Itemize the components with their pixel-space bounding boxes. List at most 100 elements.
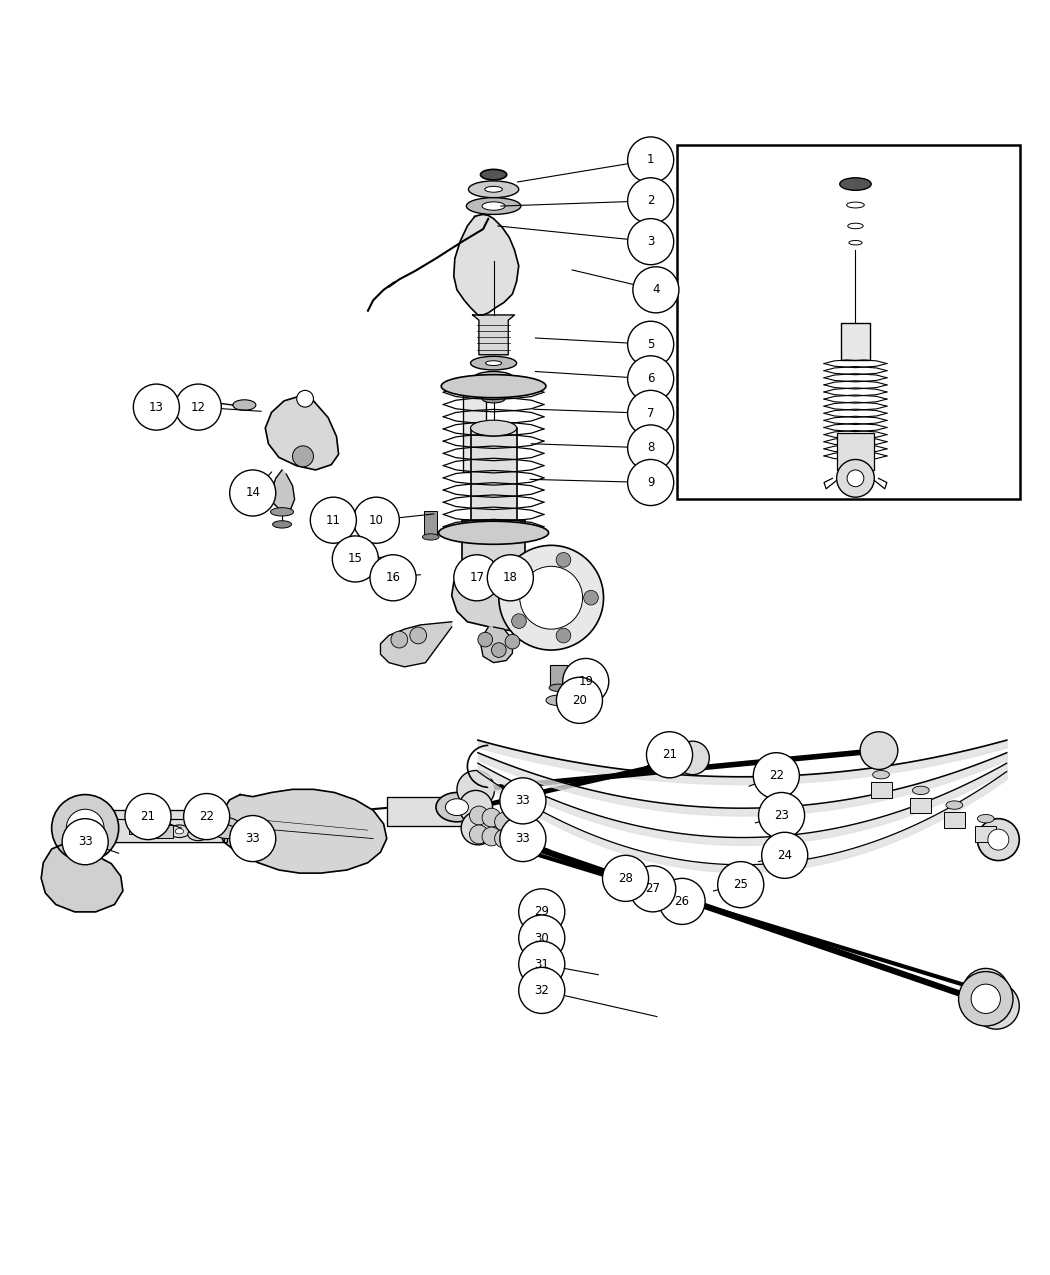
Bar	[550, 664, 567, 687]
Ellipse shape	[487, 388, 500, 391]
Text: 16: 16	[385, 571, 400, 584]
Circle shape	[676, 741, 710, 775]
Ellipse shape	[837, 236, 875, 249]
Circle shape	[556, 677, 603, 723]
Ellipse shape	[470, 356, 517, 370]
Bar	[462, 520, 525, 572]
Circle shape	[628, 136, 674, 184]
Circle shape	[971, 984, 1001, 1014]
Circle shape	[963, 969, 1009, 1015]
Circle shape	[556, 552, 571, 567]
Polygon shape	[380, 622, 452, 667]
Circle shape	[230, 470, 276, 516]
Circle shape	[633, 266, 679, 312]
Circle shape	[507, 819, 526, 838]
Bar	[463, 382, 486, 472]
Text: 7: 7	[647, 407, 654, 419]
Ellipse shape	[546, 695, 571, 705]
Text: 31: 31	[534, 958, 549, 970]
Circle shape	[753, 752, 799, 798]
Text: 8: 8	[647, 441, 654, 454]
Ellipse shape	[848, 241, 862, 245]
Circle shape	[761, 833, 807, 878]
Circle shape	[51, 794, 119, 862]
Circle shape	[461, 811, 495, 845]
Circle shape	[66, 810, 104, 847]
Circle shape	[628, 177, 674, 224]
Ellipse shape	[840, 177, 871, 190]
Text: 21: 21	[662, 748, 677, 761]
Circle shape	[457, 770, 495, 808]
Bar	[944, 812, 965, 827]
Circle shape	[860, 732, 898, 769]
Circle shape	[511, 613, 526, 629]
Ellipse shape	[486, 376, 501, 380]
Ellipse shape	[470, 421, 517, 436]
Polygon shape	[452, 562, 580, 632]
Circle shape	[988, 829, 1009, 850]
Text: 6: 6	[647, 372, 654, 385]
Ellipse shape	[912, 787, 929, 794]
Ellipse shape	[271, 507, 294, 516]
Bar	[841, 324, 870, 360]
Ellipse shape	[831, 196, 881, 213]
Circle shape	[628, 459, 674, 506]
Circle shape	[184, 793, 230, 840]
Circle shape	[584, 590, 598, 606]
Circle shape	[628, 356, 674, 402]
Ellipse shape	[485, 186, 502, 193]
Text: 12: 12	[191, 400, 206, 413]
Ellipse shape	[202, 399, 216, 407]
Circle shape	[628, 321, 674, 367]
Text: 14: 14	[246, 487, 260, 500]
Ellipse shape	[466, 198, 521, 214]
Bar	[424, 511, 437, 537]
Circle shape	[293, 446, 314, 467]
Ellipse shape	[422, 534, 439, 541]
Circle shape	[563, 658, 609, 705]
Text: 9: 9	[647, 476, 654, 490]
Polygon shape	[481, 627, 512, 663]
Circle shape	[495, 829, 513, 848]
Text: 32: 32	[534, 984, 549, 997]
Circle shape	[230, 816, 276, 862]
Circle shape	[495, 812, 513, 831]
Text: 28: 28	[618, 872, 633, 885]
Bar	[148, 825, 173, 838]
Bar	[837, 434, 875, 470]
Circle shape	[469, 825, 488, 844]
Circle shape	[297, 390, 314, 407]
Ellipse shape	[484, 203, 503, 209]
Circle shape	[659, 878, 706, 924]
Ellipse shape	[946, 801, 963, 810]
Text: 33: 33	[246, 833, 260, 845]
Circle shape	[478, 632, 492, 646]
Ellipse shape	[481, 170, 507, 180]
Bar	[101, 811, 227, 842]
Circle shape	[519, 941, 565, 987]
Text: 17: 17	[469, 571, 484, 584]
Circle shape	[630, 866, 676, 912]
Text: 27: 27	[646, 882, 660, 895]
Ellipse shape	[194, 831, 203, 836]
Polygon shape	[272, 470, 295, 511]
Circle shape	[491, 643, 506, 658]
Circle shape	[519, 915, 565, 961]
Ellipse shape	[212, 817, 242, 839]
Ellipse shape	[482, 201, 505, 210]
Circle shape	[353, 497, 399, 543]
Text: 33: 33	[78, 835, 92, 848]
Circle shape	[519, 889, 565, 935]
Ellipse shape	[474, 371, 513, 384]
Ellipse shape	[273, 520, 292, 528]
Ellipse shape	[233, 400, 256, 411]
Ellipse shape	[549, 685, 568, 691]
Circle shape	[519, 968, 565, 1014]
Text: 5: 5	[647, 338, 654, 351]
Text: 26: 26	[674, 895, 690, 908]
Ellipse shape	[482, 394, 505, 403]
Circle shape	[469, 806, 488, 825]
Bar	[870, 782, 891, 798]
Circle shape	[482, 808, 501, 827]
Circle shape	[410, 627, 426, 644]
